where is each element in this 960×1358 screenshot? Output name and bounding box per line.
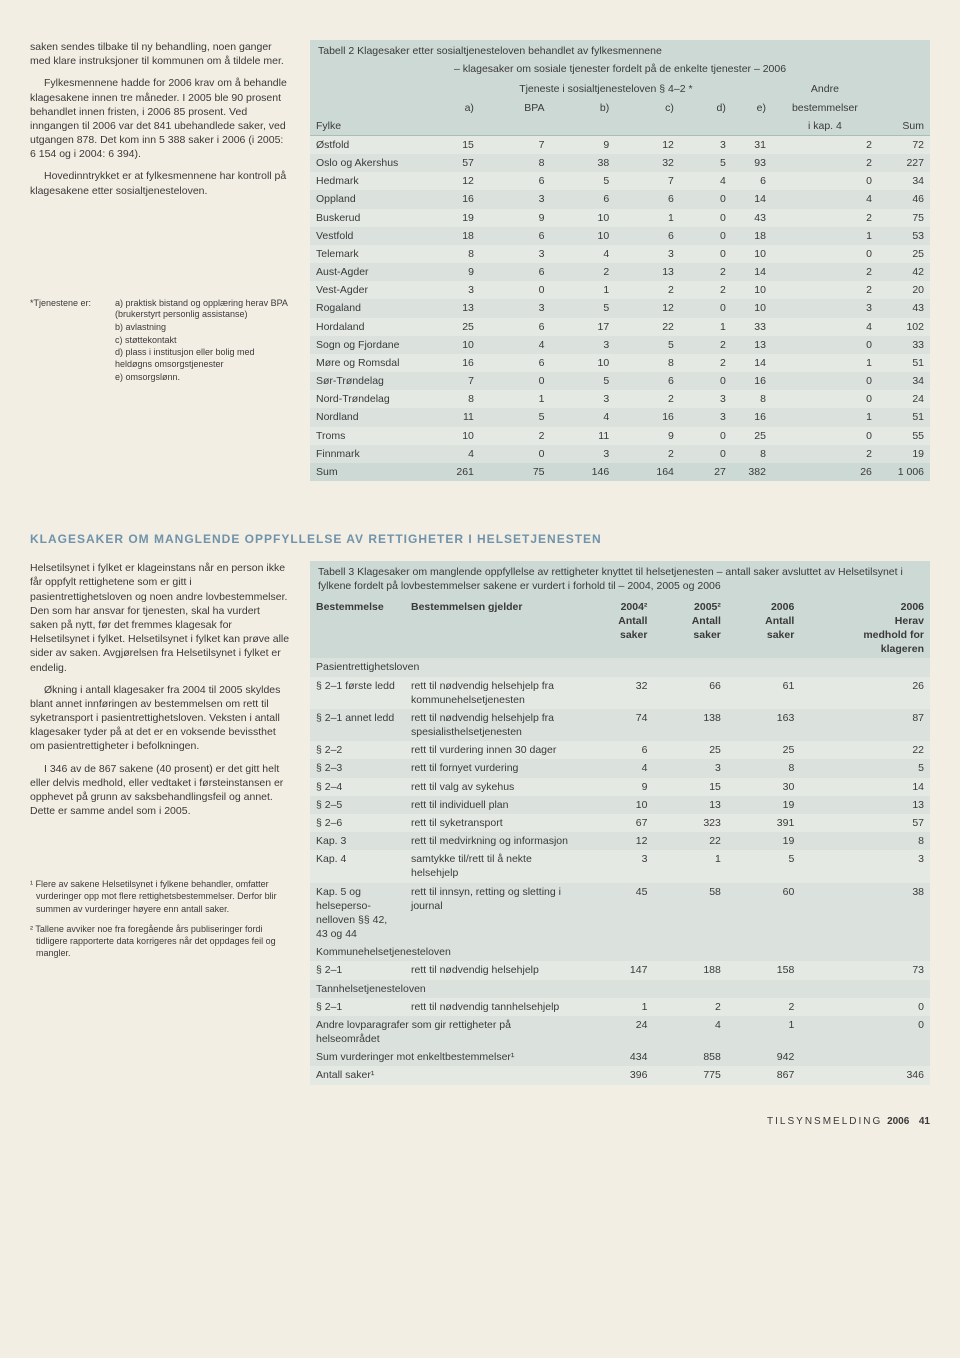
table-3-caption: Tabell 3 Klagesaker om manglende oppfyll… — [310, 561, 930, 597]
table-row: Oslo og Akershus57838325932227 — [310, 154, 930, 172]
table-category-row: Tannhelsetjenesteloven — [310, 980, 930, 998]
table-row: § 2–5rett til individuell plan10131913 — [310, 796, 930, 814]
table-row: Antall saker¹396775867346 — [310, 1066, 930, 1084]
table-row: Andre lovparagrafer som gir rettigheter … — [310, 1016, 930, 1048]
table-row: § 2–1rett til nødvendig tannhelsehjelp12… — [310, 998, 930, 1016]
table-row: § 2–1rett til nødvendig helsehjelp147188… — [310, 961, 930, 979]
table-row: § 2–4rett til valg av sykehus9153014 — [310, 778, 930, 796]
table-row: § 2–2rett til vurdering innen 30 dager62… — [310, 741, 930, 759]
table-row: Østfold157912331272 — [310, 135, 930, 154]
table-category-row: Pasientrettighetsloven — [310, 658, 930, 676]
table-row: § 2–6rett til syketransport6732339157 — [310, 814, 930, 832]
table-row: § 2–1 annet leddrett til nødvendig helse… — [310, 709, 930, 741]
table-row: Aust-Agder96213214242 — [310, 263, 930, 281]
table-row: Buskerud199101043275 — [310, 209, 930, 227]
table-row: Nordland115416316151 — [310, 408, 930, 426]
table-row: Kap. 3rett til medvirkning og informasjo… — [310, 832, 930, 850]
table-sum-row: Sum2617514616427382261 006 — [310, 463, 930, 481]
table-category-row: Kommunehelsetjenesteloven — [310, 943, 930, 961]
table-row: Finnmark403208219 — [310, 445, 930, 463]
table-row: Vest-Agder3012210220 — [310, 281, 930, 299]
table-row: Rogaland133512010343 — [310, 299, 930, 317]
para: saken sendes tilbake til ny behandling, … — [30, 40, 290, 68]
table-row: Kap. 5 og helseperso- nelloven §§ 42, 43… — [310, 883, 930, 944]
table-row: Sum vurderinger mot enkeltbestemmelser¹4… — [310, 1048, 930, 1066]
footnotes-bottom: ¹ Flere av sakene Helsetilsynet i fylken… — [30, 878, 290, 959]
table-row: Nord-Trøndelag813238024 — [310, 390, 930, 408]
para: Økning i antall klagesaker fra 2004 til … — [30, 683, 290, 754]
table-row: Vestfold186106018153 — [310, 227, 930, 245]
table-row: Troms102119025055 — [310, 427, 930, 445]
footnote-tjenestene: *Tjenestene er:a) praktisk bistand og op… — [30, 298, 290, 384]
table-row: Hedmark1265746034 — [310, 172, 930, 190]
table-row: § 2–1 første leddrett til nødvendig hels… — [310, 677, 930, 709]
table-row: Sør-Trøndelag7056016034 — [310, 372, 930, 390]
table-row: Telemark8343010025 — [310, 245, 930, 263]
table-2: Tabell 2 Klagesaker etter sosialtjeneste… — [310, 40, 930, 481]
table-row: Kap. 4samtykke til/rett til å nekte hels… — [310, 850, 930, 882]
page-footer: TILSYNSMELDING 2006 41 — [30, 1115, 930, 1129]
table-2-subcaption: – klagesaker om sosiale tjenester fordel… — [310, 62, 930, 80]
body-text-left: saken sendes tilbake til ny behandling, … — [30, 40, 290, 481]
table-row: § 2–3rett til fornyet vurdering4385 — [310, 759, 930, 777]
para: Fylkesmennene hadde for 2006 krav om å b… — [30, 76, 290, 161]
table-row: Hordaland25617221334102 — [310, 318, 930, 336]
para: Hovedinntrykket er at fylkesmennene har … — [30, 169, 290, 197]
table-row: Sogn og Fjordane10435213033 — [310, 336, 930, 354]
table-row: Møre og Romsdal166108214151 — [310, 354, 930, 372]
para: I 346 av de 867 sakene (40 prosent) er d… — [30, 762, 290, 819]
table-2-caption: Tabell 2 Klagesaker etter sosialtjeneste… — [310, 40, 930, 62]
para: Helsetilsynet i fylket er klageinstans n… — [30, 561, 290, 674]
section-heading-klagesaker: KLAGESAKER OM MANGLENDE OPPFYLLELSE AV R… — [30, 531, 930, 547]
table-3: Tabell 3 Klagesaker om manglende oppfyll… — [310, 561, 930, 1084]
table-row: Oppland16366014446 — [310, 190, 930, 208]
body-text-bottom-left: Helsetilsynet i fylket er klageinstans n… — [30, 561, 290, 1084]
